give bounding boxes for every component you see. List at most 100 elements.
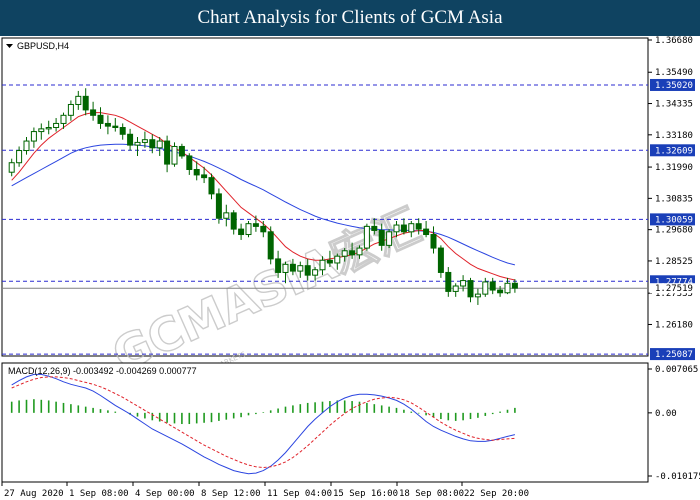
candlestick[interactable] [282,261,289,284]
candlestick[interactable] [178,143,185,159]
candlestick[interactable] [289,258,296,276]
candlestick[interactable] [238,223,245,240]
candlestick[interactable] [267,226,274,265]
candle-body-bearish [467,280,474,298]
candlestick[interactable] [437,245,444,278]
time-tick-label: 22 Sep 20:00 [464,489,529,499]
candle-body-bullish [334,255,341,264]
candlestick[interactable] [445,267,452,297]
candlestick[interactable] [482,277,489,297]
candlestick[interactable] [363,223,370,251]
candlestick[interactable] [319,256,326,276]
candlestick[interactable] [119,123,126,140]
level-price-tag [650,78,695,91]
candle-body-bearish [304,265,311,276]
candlestick[interactable] [193,161,200,181]
candlestick[interactable] [252,215,259,232]
price-tick-label: 1.33180 [655,131,693,141]
candlestick[interactable] [208,173,215,200]
candlestick[interactable] [223,204,230,227]
chart-canvas[interactable]: GCMASIA宏汇 GLOBAL CAPITAL MARKETS GBPUSD,… [0,36,700,500]
candlestick[interactable] [90,101,97,121]
candlestick[interactable] [386,229,393,249]
candle-body-bearish [97,114,104,124]
candlestick[interactable] [400,218,407,235]
time-axis: 27 Aug 2020 1 Sep 08:00 4 Sep 00:00 8 Sep 1… [1,482,529,499]
candle-body-bearish [208,177,215,195]
candlestick[interactable] [45,120,52,135]
level-price-tag-label: 1.30059 [655,215,693,225]
candlestick[interactable] [201,166,208,184]
candlestick[interactable] [97,107,104,129]
symbol-dropdown-icon[interactable] [6,44,13,48]
price-tick-label: 1.35490 [655,68,693,78]
macd-tick-label: 0.00 [655,409,677,419]
candlestick[interactable] [312,267,319,281]
candle-body-bearish [201,174,208,179]
candlestick[interactable] [127,128,134,151]
candlestick[interactable] [275,250,282,278]
candlestick[interactable] [356,245,363,259]
candlestick[interactable] [452,283,459,297]
candlestick[interactable] [393,220,400,238]
candlestick[interactable] [38,123,45,140]
candlestick[interactable] [260,220,267,238]
candlestick[interactable] [371,218,378,235]
candlestick[interactable] [489,277,496,295]
candlestick[interactable] [8,158,15,177]
candlestick[interactable] [104,115,111,135]
candlestick[interactable] [326,250,333,268]
macd-tick-label: -0.010175 [655,472,700,482]
candlestick[interactable] [186,153,193,175]
candlestick[interactable] [408,220,415,238]
level-price-tag-label: 1.32609 [655,146,693,156]
candle-body-bullish [53,122,60,129]
candlestick[interactable] [82,88,89,116]
candle-body-bullish [30,131,37,142]
candlestick[interactable] [334,253,341,270]
candlestick[interactable] [467,277,474,303]
candlestick[interactable] [474,288,481,305]
candlestick[interactable] [245,220,252,238]
candlestick[interactable] [156,136,163,156]
candlestick[interactable] [23,136,30,155]
candlestick[interactable] [511,279,518,293]
candlestick[interactable] [430,226,437,254]
candle-body-bullish [141,139,148,143]
macd-pane-frame [1,362,649,483]
candlestick[interactable] [60,112,67,129]
candle-body-bearish [489,281,496,291]
candlestick[interactable] [30,127,37,148]
candlestick[interactable] [504,277,511,295]
candlestick[interactable] [164,135,171,173]
candlestick[interactable] [53,118,60,132]
candlestick[interactable] [378,223,385,251]
candlestick[interactable] [134,136,141,156]
candlestick[interactable] [297,261,304,278]
candlestick[interactable] [67,100,74,121]
candlestick[interactable] [16,146,23,167]
candlestick[interactable] [415,218,422,235]
macd-indicator-label: MACD(12,26,9) -0.003492 -0.004269 0.0007… [8,366,197,376]
candle-body-bearish [193,169,200,176]
candlestick[interactable] [460,275,467,292]
trading-chart[interactable]: GCMASIA宏汇 GLOBAL CAPITAL MARKETS GBPUSD,… [0,36,700,500]
candlestick[interactable] [230,210,237,235]
candlestick[interactable] [497,285,504,297]
candlestick[interactable] [141,131,148,148]
candle-body-bearish [326,259,333,264]
candlestick[interactable] [341,248,348,262]
candlestick[interactable] [304,258,311,281]
candle-body-bullish [156,140,163,149]
candlestick[interactable] [215,188,222,224]
candle-body-bearish [164,140,171,165]
candlestick[interactable] [423,220,430,238]
candle-body-bearish [119,127,126,135]
candlestick[interactable] [171,142,178,167]
candlestick[interactable] [112,118,119,132]
macd-axis: 0.007065 0.00 -0.010175 [648,365,700,482]
candle-body-bearish [430,234,437,249]
candlestick[interactable] [149,134,156,154]
candlestick[interactable] [75,90,82,110]
candlestick[interactable] [349,242,356,259]
